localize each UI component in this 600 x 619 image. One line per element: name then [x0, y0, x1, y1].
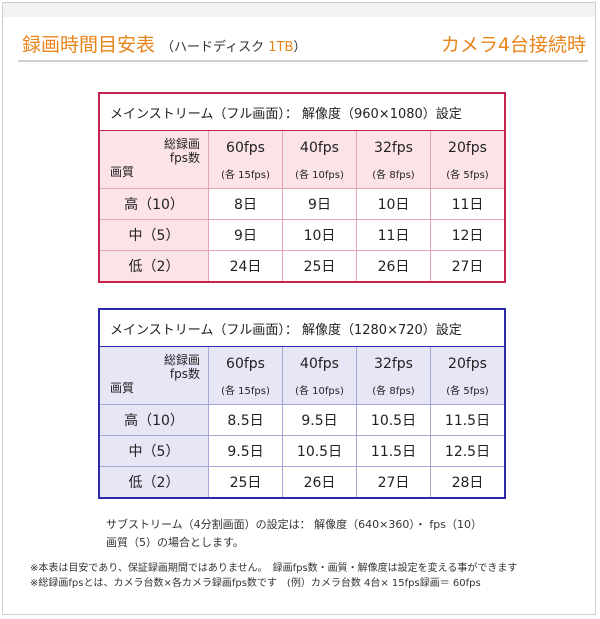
page-subtitle: （ハードディスク 1TB）	[161, 40, 306, 55]
footnotes: ※本表は目安であり、保証録画期間ではありません。 録画fps数・画質・解像度は設…	[30, 561, 517, 591]
recording-table-1280x720: メインストリーム（フル画面）： 解像度（1280×720）設定 総録画 fps数 …	[98, 308, 506, 499]
column-each: (各 15fps)	[221, 170, 270, 181]
row-label: 低（2）	[98, 466, 209, 499]
table-cell: 12.5日	[430, 435, 506, 467]
column-header: 60fps (各 15fps)	[208, 346, 283, 405]
top-strip	[3, 3, 595, 17]
corner-fps-label: 総録画 fps数	[164, 137, 200, 165]
column-each: (各 8fps)	[372, 386, 415, 397]
table-cell: 8日	[208, 188, 283, 220]
table-row: 高（10） 8.5日 9.5日 10.5日 11.5日	[98, 404, 506, 436]
table-cell: 26日	[356, 250, 431, 283]
table-row: 高（10） 8日 9日 10日 11日	[98, 188, 506, 220]
corner-quality-label: 画質	[110, 165, 135, 179]
row-label: 中（5）	[98, 435, 209, 467]
footnote-1: ※本表は目安であり、保証録画期間ではありません。 録画fps数・画質・解像度は設…	[30, 563, 518, 574]
subtitle-prefix: （ハードディスク	[161, 40, 265, 55]
table-cell: 9.5日	[208, 435, 283, 467]
row-label: 高（10）	[98, 188, 209, 220]
table-cell: 25日	[208, 466, 283, 499]
corner-quality-label: 画質	[110, 381, 135, 395]
column-fps: 32fps	[374, 356, 413, 372]
corner-line1: 総録画	[163, 353, 200, 367]
column-header: 20fps (各 5fps)	[430, 130, 506, 189]
substream-note-line2: 画質（5）の場合とします。	[106, 536, 244, 549]
table-row: 低（2） 24日 25日 26日 27日	[98, 250, 506, 283]
column-each: (各 5fps)	[446, 170, 489, 181]
corner-fps-label: 総録画 fps数	[164, 353, 200, 381]
table-caption: メインストリーム（フル画面）： 解像度（960×1080）設定	[98, 92, 506, 131]
table-cell: 11日	[356, 219, 431, 251]
table-cell: 9.5日	[282, 404, 357, 436]
recording-table-960x1080: メインストリーム（フル画面）： 解像度（960×1080）設定 総録画 fps数 …	[98, 92, 506, 283]
table-cell: 10日	[282, 219, 357, 251]
table-cell: 24日	[208, 250, 283, 283]
column-fps: 32fps	[374, 140, 413, 156]
row-label: 高（10）	[98, 404, 209, 436]
table-cell: 26日	[282, 466, 357, 499]
footnote-2: ※総録画fpsとは、カメラ台数×各カメラ録画fps数です (例）カメラ台数 4台…	[30, 578, 481, 589]
table-cell: 11.5日	[356, 435, 431, 467]
corner-line2: fps数	[169, 151, 200, 165]
column-header: 40fps (各 10fps)	[282, 130, 357, 189]
table-cell: 11日	[430, 188, 506, 220]
table-cell: 9日	[208, 219, 283, 251]
page-title: 録画時間目安表 （ハードディスク 1TB）	[22, 30, 306, 57]
column-fps: 20fps	[448, 140, 487, 156]
corner-line2: fps数	[169, 367, 200, 381]
table-cell: 10日	[356, 188, 431, 220]
column-each: (各 10fps)	[295, 170, 344, 181]
substream-note: サブストリーム（4分割画面）の設定は： 解像度（640×360）・ fps（10…	[106, 516, 482, 552]
table-row: 低（2） 25日 26日 27日 28日	[98, 466, 506, 499]
table-caption: メインストリーム（フル画面）： 解像度（1280×720）設定	[98, 308, 506, 347]
column-fps: 60fps	[226, 356, 265, 372]
table-cell: 11.5日	[430, 404, 506, 436]
header: 録画時間目安表 （ハードディスク 1TB） カメラ4台接続時	[18, 24, 588, 62]
column-header: 20fps (各 5fps)	[430, 346, 506, 405]
row-label: 低（2）	[98, 250, 209, 283]
column-header: 60fps (各 15fps)	[208, 130, 283, 189]
table-cell: 28日	[430, 466, 506, 499]
table-cell: 8.5日	[208, 404, 283, 436]
column-header: 32fps (各 8fps)	[356, 346, 431, 405]
table-cell: 10.5日	[356, 404, 431, 436]
column-each: (各 10fps)	[295, 386, 344, 397]
camera-count-title: カメラ4台接続時	[440, 34, 586, 56]
column-each: (各 8fps)	[372, 170, 415, 181]
table-cell: 12日	[430, 219, 506, 251]
column-fps: 60fps	[226, 140, 265, 156]
corner-header: 総録画 fps数 画質	[98, 130, 209, 189]
column-each: (各 15fps)	[221, 386, 270, 397]
table-row: 中（5） 9.5日 10.5日 11.5日 12.5日	[98, 435, 506, 467]
column-header: 32fps (各 8fps)	[356, 130, 431, 189]
corner-header: 総録画 fps数 画質	[98, 346, 209, 405]
subtitle-capacity: 1TB	[268, 40, 294, 55]
table-cell: 27日	[356, 466, 431, 499]
table-cell: 25日	[282, 250, 357, 283]
subtitle-suffix: ）	[293, 40, 307, 55]
table-row: 中（5） 9日 10日 11日 12日	[98, 219, 506, 251]
page-title-text: 録画時間目安表	[22, 34, 156, 56]
column-fps: 40fps	[300, 356, 339, 372]
column-fps: 40fps	[300, 140, 339, 156]
table-cell: 27日	[430, 250, 506, 283]
column-fps: 20fps	[448, 356, 487, 372]
corner-line1: 総録画	[163, 137, 200, 151]
table-cell: 10.5日	[282, 435, 357, 467]
column-header: 40fps (各 10fps)	[282, 346, 357, 405]
row-label: 中（5）	[98, 219, 209, 251]
column-each: (各 5fps)	[446, 386, 489, 397]
substream-note-line1: サブストリーム（4分割画面）の設定は： 解像度（640×360）・ fps（10…	[106, 518, 482, 531]
table-cell: 9日	[282, 188, 357, 220]
